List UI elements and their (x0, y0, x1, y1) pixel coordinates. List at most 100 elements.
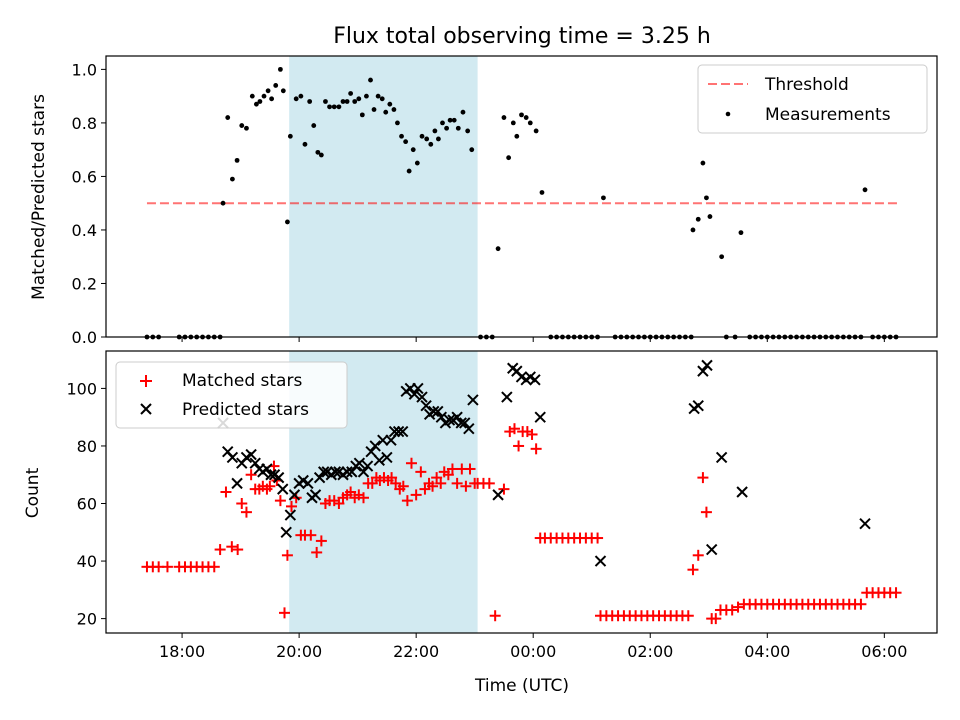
predicted-star-point (529, 374, 541, 386)
top-y-tick-label: 0.6 (72, 167, 97, 186)
matched-star-point (240, 506, 252, 518)
matched-star-point (274, 495, 286, 507)
predicted-star-point (736, 486, 748, 498)
matched-star-point (278, 607, 290, 619)
matched-star-point (386, 472, 398, 484)
measurement-point (383, 109, 389, 115)
measurement-point (359, 112, 365, 118)
top-panel: 0.0 0.2 0.4 0.6 0.8 1.0 Matched/Predicted sta… (29, 55, 938, 347)
predicted-star-point (501, 391, 513, 403)
matched-star-point (435, 477, 447, 489)
predicted-star-point (288, 489, 301, 501)
top-y-tick-label: 0.4 (72, 221, 97, 240)
top-legend-frame (697, 64, 928, 134)
predicted-star-point (443, 414, 456, 426)
matched-star-point (232, 544, 244, 556)
bottom-y-tick-label: 20 (77, 610, 97, 629)
measurement-point (399, 133, 404, 139)
measurement-point (719, 254, 725, 260)
matched-star-point (710, 613, 722, 625)
measurement-point (352, 99, 358, 104)
predicted-star-point (280, 526, 292, 538)
measurement-point (273, 83, 279, 88)
measurement-point (327, 104, 332, 110)
measurement-point (269, 96, 275, 102)
measurement-point (344, 99, 350, 104)
measurement-point (455, 125, 461, 131)
bottom-y-tick-label: 60 (77, 495, 97, 514)
measurement-point (234, 157, 240, 163)
measurement-point (465, 128, 471, 134)
predicted-star-point (231, 477, 243, 490)
predicted-star-point (277, 483, 289, 495)
measurement-point (230, 176, 235, 182)
measurement-point (293, 96, 299, 102)
top-y-axis-label: Matched/Predicted stars (29, 94, 49, 300)
predicted-star-point (701, 359, 713, 372)
measurement-point (428, 141, 434, 147)
predicted-star-point (365, 446, 377, 458)
predicted-star-point (226, 451, 239, 464)
measurement-point (403, 139, 409, 145)
matched-star-point (315, 535, 327, 547)
measurement-point (302, 141, 308, 147)
matched-star-point (855, 598, 867, 610)
measurement-point (244, 125, 249, 131)
measurement-point (311, 123, 317, 128)
measurement-point (707, 214, 713, 219)
matched-star-point (305, 529, 317, 541)
measurement-point (257, 99, 263, 104)
predicted-star-point (467, 394, 479, 406)
matched-star-point (410, 489, 422, 501)
measurement-point (460, 109, 466, 115)
bottom-y-tick-label: 80 (77, 437, 97, 456)
measurement-point (451, 117, 457, 123)
measurement-point (375, 93, 381, 99)
matched-star-point (281, 549, 293, 561)
predicted-star-point (412, 382, 424, 395)
matched-star-point (442, 469, 454, 481)
matched-star-point (311, 546, 323, 558)
measurement-point (406, 168, 412, 174)
matched-star-point (357, 492, 369, 504)
legend-predicted-swatch (140, 403, 152, 415)
measurement-point (371, 107, 377, 112)
measurement-point (601, 195, 606, 201)
measurement-point (336, 104, 342, 110)
legend-predicted-label: Predicted stars (182, 400, 309, 420)
bottom-axes-frame (105, 350, 938, 634)
predicted-star-point (377, 434, 389, 446)
measurement-point (690, 227, 696, 233)
matched-star-point (333, 498, 345, 510)
matched-star-point (401, 495, 413, 507)
predicted-star-point (313, 471, 326, 484)
bottom-y-axis-label: Count (23, 467, 43, 518)
matched-star-point (692, 549, 704, 561)
measurement-point (323, 99, 328, 104)
measurement-point (510, 120, 516, 126)
measurement-point (523, 115, 529, 120)
predicted-star-point (388, 425, 401, 438)
matched-star-point (530, 443, 542, 455)
predicted-star-point (317, 466, 330, 478)
measurement-point (364, 93, 369, 99)
measurement-point (695, 216, 701, 222)
matched-star-point (427, 480, 439, 492)
measurement-point (285, 219, 290, 225)
measurement-point (444, 125, 449, 131)
matched-star-point (397, 480, 409, 492)
matched-star-point (446, 463, 458, 475)
measurement-point (307, 99, 313, 104)
top-highlight-span (289, 56, 478, 337)
matched-star-point (726, 604, 738, 616)
matched-star-point (419, 483, 431, 495)
predicted-star-point (692, 399, 704, 412)
top-y-tick-label: 0.8 (72, 114, 97, 133)
matched-star-point (451, 477, 463, 489)
predicted-star-point (715, 451, 728, 464)
measurement-point (220, 200, 226, 206)
matched-star-point (264, 480, 276, 492)
measurement-point (436, 136, 441, 142)
predicted-star-point (463, 422, 475, 435)
